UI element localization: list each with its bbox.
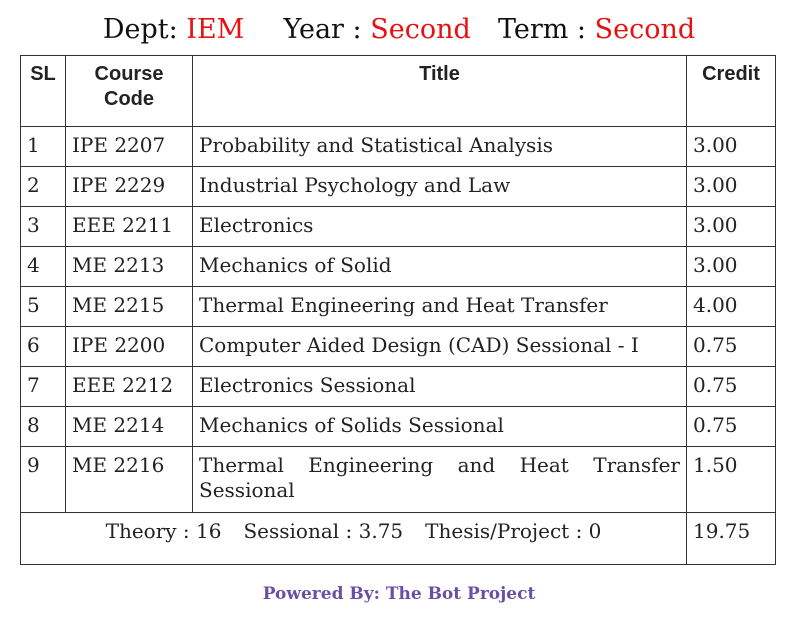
row-sl: 4 — [20, 246, 66, 287]
row-sl: 9 — [20, 446, 66, 513]
table-row: 5 ME 2215 Thermal Engineering and Heat T… — [20, 286, 776, 327]
row-course-code: ME 2214 — [65, 406, 193, 447]
year-label: Year : — [283, 14, 362, 45]
dept-label: Dept: — [102, 14, 178, 45]
row-course-code: ME 2216 — [65, 446, 193, 513]
row-sl: 8 — [20, 406, 66, 447]
row-course-code: EEE 2212 — [65, 366, 193, 407]
year-value: Second — [370, 14, 471, 45]
column-header-sl: SL — [20, 55, 66, 127]
term-label: Term : — [497, 14, 587, 45]
summary-thesis: Thesis/Project : 0 — [425, 519, 602, 543]
row-sl: 6 — [20, 326, 66, 367]
row-title: Probability and Statistical Analysis — [192, 126, 687, 167]
row-credit: 3.00 — [686, 246, 776, 287]
row-title: Industrial Psychology and Law — [192, 166, 687, 207]
row-sl: 7 — [20, 366, 66, 407]
table-row: 8 ME 2214 Mechanics of Solids Sessional … — [20, 406, 776, 447]
row-sl: 5 — [20, 286, 66, 327]
row-credit: 3.00 — [686, 166, 776, 207]
summary-total-credit: 19.75 — [686, 512, 776, 565]
row-course-code: IPE 2200 — [65, 326, 193, 367]
table-row: 9 ME 2216 Thermal Engineering and Heat T… — [20, 446, 776, 513]
row-title: Mechanics of Solids Sessional — [192, 406, 687, 447]
row-course-code: ME 2215 — [65, 286, 193, 327]
row-title: Electronics Sessional — [192, 366, 687, 407]
row-title: Mechanics of Solid — [192, 246, 687, 287]
row-course-code: IPE 2207 — [65, 126, 193, 167]
row-title: Electronics — [192, 206, 687, 247]
row-credit: 3.00 — [686, 126, 776, 167]
row-sl: 2 — [20, 166, 66, 207]
row-course-code: ME 2213 — [65, 246, 193, 287]
row-credit: 4.00 — [686, 286, 776, 327]
table-row: 1 IPE 2207 Probability and Statistical A… — [20, 126, 776, 167]
table-row: 6 IPE 2200 Computer Aided Design (CAD) S… — [20, 326, 776, 367]
term-value: Second — [594, 14, 696, 45]
summary-sessional: Sessional : 3.75 — [243, 519, 404, 543]
column-header-credit: Credit — [686, 55, 776, 127]
summary-theory: Theory : 16 — [105, 519, 222, 543]
row-course-code: IPE 2229 — [65, 166, 193, 207]
row-title: Thermal Engineering and Heat Transfer — [192, 286, 687, 327]
summary-credits: Theory : 16 Sessional : 3.75 Thesis/Projec… — [20, 512, 687, 565]
powered-by-footer: Powered By: The Bot Project — [262, 584, 536, 604]
column-header-title: Title — [192, 55, 687, 127]
table-row: 2 IPE 2229 Industrial Psychology and Law… — [20, 166, 776, 207]
row-credit: 0.75 — [686, 326, 776, 367]
column-header-course-code: Course Code — [65, 55, 193, 127]
summary-row: Theory : 16 Sessional : 3.75 Thesis/Projec… — [20, 512, 776, 565]
table-header-row: SL Course Code Title Credit — [20, 55, 776, 127]
row-title: Thermal Engineering and Heat Transfer Se… — [192, 446, 687, 513]
row-sl: 1 — [20, 126, 66, 167]
row-credit: 3.00 — [686, 206, 776, 247]
page-header: Dept: IEM Year : Second Term : Second — [0, 14, 798, 45]
row-title: Computer Aided Design (CAD) Sessional - … — [192, 326, 687, 367]
table-row: 4 ME 2213 Mechanics of Solid 3.00 — [20, 246, 776, 287]
course-table: SL Course Code Title Credit 1 IPE 2207 P… — [20, 55, 776, 565]
table-row: 3 EEE 2211 Electronics 3.00 — [20, 206, 776, 247]
row-sl: 3 — [20, 206, 66, 247]
row-credit: 1.50 — [686, 446, 776, 513]
table-row: 7 EEE 2212 Electronics Sessional 0.75 — [20, 366, 776, 407]
row-course-code: EEE 2211 — [65, 206, 193, 247]
row-credit: 0.75 — [686, 406, 776, 447]
row-credit: 0.75 — [686, 366, 776, 407]
dept-value: IEM — [186, 14, 245, 45]
